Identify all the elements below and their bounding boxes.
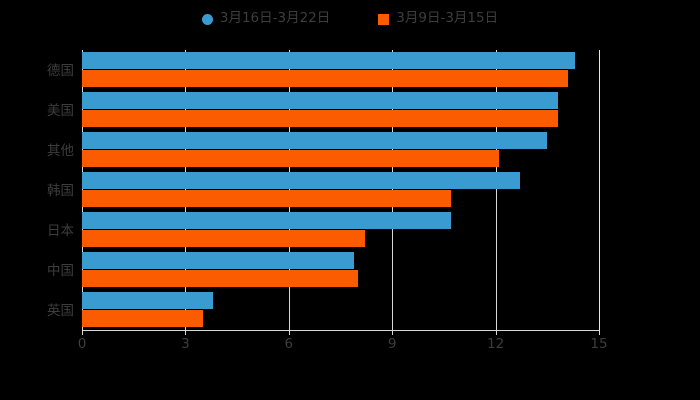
legend-item-series-1[interactable]: 3月9日-3月15日 — [378, 12, 498, 26]
y-axis-label: 德国 — [47, 63, 74, 79]
bar-series-container — [82, 50, 599, 330]
y-axis-label: 美国 — [47, 103, 74, 119]
bar[interactable] — [82, 190, 451, 207]
gridline-15 — [599, 50, 600, 330]
x-axis-tick-label: 9 — [387, 336, 397, 352]
bar[interactable] — [82, 110, 558, 127]
legend-label-series-0: 3月16日-3月22日 — [219, 10, 331, 27]
gridline-12 — [495, 50, 497, 330]
x-axis-tick-label: 12 — [487, 336, 505, 352]
bar[interactable] — [82, 52, 575, 69]
x-tick-mark — [392, 330, 394, 335]
x-axis-tick-label: 3 — [181, 336, 190, 352]
bar[interactable] — [82, 70, 568, 87]
x-tick-mark — [82, 330, 83, 335]
bar-group — [82, 292, 599, 328]
bar[interactable] — [82, 212, 451, 229]
y-axis-category-labels: 德国美国其他韩国日本中国英国 — [0, 50, 74, 330]
bar[interactable] — [82, 92, 558, 109]
x-axis-line — [82, 330, 600, 331]
legend-item-series-0[interactable]: 3月16日-3月22日 — [201, 10, 331, 27]
y-axis-label: 其他 — [47, 143, 74, 159]
y-axis-label: 日本 — [47, 223, 74, 239]
x-axis-tick-label: 15 — [590, 336, 608, 352]
bar-group — [82, 212, 599, 248]
bar-group — [82, 172, 599, 208]
bar[interactable] — [82, 230, 365, 247]
y-axis-label: 韩国 — [47, 183, 74, 199]
legend-label-series-1: 3月9日-3月15日 — [396, 10, 499, 27]
bar-group — [82, 92, 599, 128]
bar[interactable] — [82, 172, 520, 189]
y-axis-label: 中国 — [47, 263, 74, 279]
x-axis-tick-label: 6 — [284, 336, 294, 352]
x-tick-mark — [599, 330, 600, 335]
legend-circle-marker-icon — [201, 13, 213, 25]
bar[interactable] — [82, 132, 548, 149]
x-axis-tick-label: 0 — [77, 336, 87, 352]
bar-group — [82, 252, 599, 288]
x-tick-mark — [495, 330, 497, 335]
bar-group — [82, 132, 599, 168]
bar[interactable] — [82, 252, 355, 269]
bar[interactable] — [82, 310, 203, 327]
x-tick-mark — [288, 330, 290, 335]
chart-legend: 3月16日-3月22日 3月9日-3月15日 — [0, 8, 700, 30]
bar-group — [82, 52, 599, 88]
plot-area — [82, 50, 600, 330]
y-axis-label: 英国 — [47, 303, 74, 319]
bar[interactable] — [82, 270, 358, 287]
legend-square-marker-icon — [378, 13, 390, 25]
bar[interactable] — [82, 150, 500, 167]
x-tick-mark — [185, 330, 187, 335]
bar[interactable] — [82, 292, 213, 309]
